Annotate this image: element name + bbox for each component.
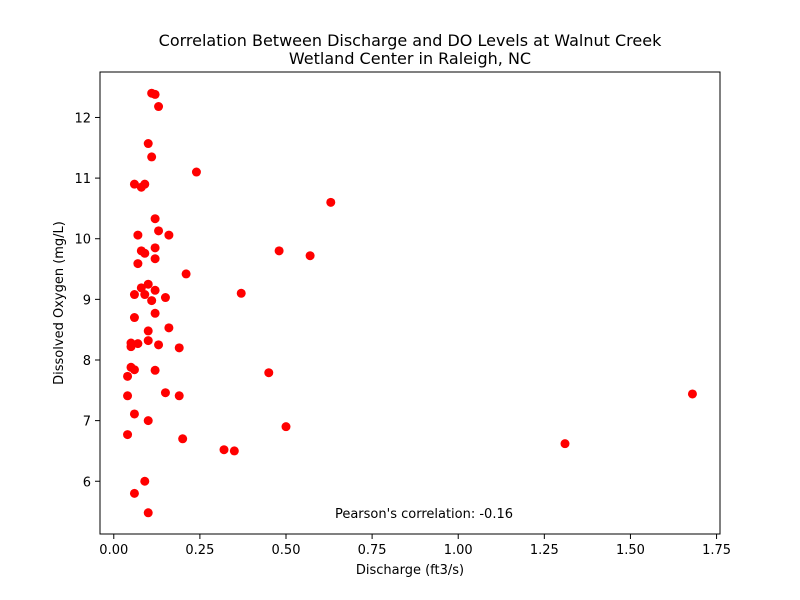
data-point-33 bbox=[143, 326, 153, 336]
data-point-27 bbox=[236, 288, 246, 298]
y-tick-label-6: 12 bbox=[74, 111, 91, 126]
data-point-4 bbox=[147, 152, 157, 162]
data-point-39 bbox=[174, 343, 184, 353]
data-point-53 bbox=[178, 434, 188, 444]
data-point-50 bbox=[143, 416, 153, 426]
data-point-8 bbox=[136, 182, 146, 192]
data-point-19 bbox=[150, 254, 160, 264]
y-tick-label-3: 9 bbox=[83, 293, 91, 308]
data-point-49 bbox=[129, 409, 139, 419]
data-points bbox=[123, 88, 697, 518]
data-point-28 bbox=[160, 293, 170, 303]
x-tick-label-6: 1.50 bbox=[616, 543, 645, 558]
data-point-55 bbox=[219, 445, 229, 455]
x-tick-label-7: 1.75 bbox=[702, 543, 731, 558]
data-point-13 bbox=[164, 230, 174, 240]
data-point-56 bbox=[229, 446, 239, 456]
chart-title-line-1: Correlation Between Discharge and DO Lev… bbox=[159, 31, 662, 50]
data-point-22 bbox=[143, 279, 153, 289]
x-tick-label-4: 1.00 bbox=[444, 543, 473, 558]
y-tick-label-2: 8 bbox=[83, 354, 91, 369]
data-point-30 bbox=[150, 308, 160, 318]
data-point-58 bbox=[129, 488, 139, 498]
y-tick-label-0: 6 bbox=[83, 475, 91, 490]
data-point-26 bbox=[140, 290, 150, 300]
data-point-5 bbox=[191, 167, 201, 177]
data-point-32 bbox=[164, 323, 174, 333]
data-point-37 bbox=[126, 342, 136, 352]
data-point-38 bbox=[154, 340, 164, 350]
data-point-9 bbox=[326, 197, 336, 207]
data-point-47 bbox=[174, 391, 184, 401]
data-point-25 bbox=[129, 290, 139, 300]
data-point-6 bbox=[129, 179, 139, 189]
x-tick-label-0: 0.00 bbox=[99, 543, 128, 558]
data-point-59 bbox=[143, 508, 153, 518]
data-point-12 bbox=[133, 230, 143, 240]
y-tick-label-4: 10 bbox=[74, 233, 91, 248]
x-axis-ticks: 0.00 0.25 0.50 0.75 1.00 1.25 1.50 1.75 bbox=[99, 534, 731, 558]
data-point-41 bbox=[129, 365, 139, 375]
y-tick-label-1: 7 bbox=[83, 415, 91, 430]
data-point-29 bbox=[147, 296, 157, 306]
data-point-16 bbox=[274, 246, 284, 256]
x-tick-label-3: 0.75 bbox=[358, 543, 387, 558]
data-point-18 bbox=[305, 251, 315, 261]
x-tick-label-1: 0.25 bbox=[185, 543, 214, 558]
data-point-17 bbox=[140, 248, 150, 258]
x-tick-label-5: 1.25 bbox=[530, 543, 559, 558]
correlation-annotation: Pearson's correlation: -0.16 bbox=[335, 507, 513, 522]
data-point-42 bbox=[150, 365, 160, 375]
data-point-46 bbox=[123, 391, 133, 401]
data-point-23 bbox=[136, 283, 146, 293]
data-point-24 bbox=[150, 285, 160, 295]
data-point-44 bbox=[264, 368, 274, 378]
data-point-1 bbox=[150, 89, 160, 99]
chart-title-line-2: Wetland Center in Raleigh, NC bbox=[289, 49, 531, 68]
x-tick-label-2: 0.50 bbox=[272, 543, 301, 558]
data-point-36 bbox=[133, 339, 143, 349]
data-point-20 bbox=[133, 259, 143, 269]
data-point-43 bbox=[123, 371, 133, 381]
y-tick-label-5: 11 bbox=[74, 172, 91, 187]
data-point-14 bbox=[150, 243, 160, 253]
y-axis-label: Dissolved Oxygen (mg/L) bbox=[52, 221, 67, 385]
plot-frame bbox=[99, 71, 721, 535]
data-point-52 bbox=[123, 430, 133, 440]
x-axis-label: Discharge (ft3/s) bbox=[356, 563, 464, 578]
data-point-2 bbox=[154, 102, 164, 112]
data-point-21 bbox=[181, 269, 191, 279]
data-point-45 bbox=[160, 388, 170, 398]
y-axis-ticks: 6 7 8 9 10 11 12 bbox=[74, 111, 100, 490]
data-point-11 bbox=[154, 226, 164, 236]
data-point-51 bbox=[281, 422, 291, 432]
data-point-3 bbox=[143, 139, 153, 149]
data-point-34 bbox=[143, 336, 153, 346]
data-point-54 bbox=[560, 439, 570, 449]
data-point-57 bbox=[140, 476, 150, 486]
data-point-31 bbox=[129, 313, 139, 323]
data-point-10 bbox=[150, 214, 160, 224]
data-point-48 bbox=[687, 389, 697, 399]
